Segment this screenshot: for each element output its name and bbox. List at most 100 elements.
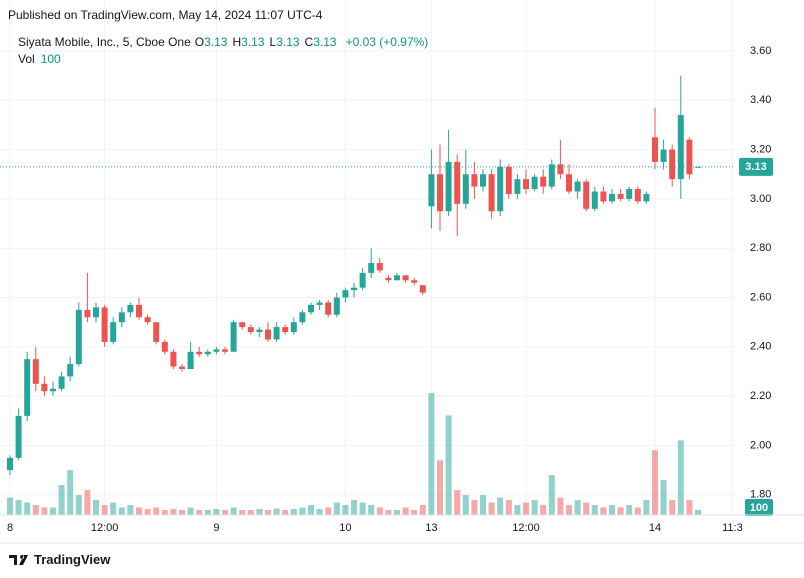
candle-body xyxy=(566,174,572,192)
candle-body xyxy=(686,139,693,175)
brand: TradingView xyxy=(34,552,111,567)
candle-body xyxy=(454,161,461,204)
candle-body xyxy=(196,351,203,355)
candle-body xyxy=(333,297,340,315)
volume-bar xyxy=(523,502,529,515)
candle-body xyxy=(600,191,607,202)
volume-bar xyxy=(153,507,160,515)
y-tick-label: 3.40 xyxy=(750,94,771,106)
candle-body xyxy=(402,275,409,281)
volume-bar xyxy=(333,502,340,515)
volume-bar xyxy=(161,510,168,515)
volume-bar xyxy=(471,500,478,515)
candle-body xyxy=(179,366,185,370)
volume-bar xyxy=(187,507,194,515)
volume-bar xyxy=(101,505,108,515)
volume-bar xyxy=(385,510,392,515)
volume-bar xyxy=(394,510,400,515)
volume-bar xyxy=(411,510,418,515)
candle-body xyxy=(574,181,581,192)
candle-body xyxy=(110,322,117,342)
candle-body xyxy=(213,349,220,352)
candle-body xyxy=(591,191,598,209)
volume-bar xyxy=(695,510,701,515)
candle-body xyxy=(514,179,521,194)
volume-bar xyxy=(75,495,82,515)
volume-bar xyxy=(256,509,263,515)
volume-bar xyxy=(67,470,74,515)
candle-body xyxy=(342,290,349,298)
candle-body xyxy=(376,263,383,271)
ohlc-letter: O xyxy=(194,35,205,49)
candle-body xyxy=(204,351,211,355)
volume-bar xyxy=(299,507,306,515)
volume-bar xyxy=(84,490,91,515)
y-tick-label: 2.20 xyxy=(750,390,771,402)
volume-bar xyxy=(7,497,13,515)
x-tick-label: 12:00 xyxy=(512,522,540,534)
candle-body xyxy=(93,307,99,318)
volume-bar xyxy=(213,509,220,515)
candle-body xyxy=(325,302,332,315)
candle-body xyxy=(471,174,478,187)
volume-bar xyxy=(609,505,615,515)
publish-note: Published on TradingView.com, May 14, 20… xyxy=(8,8,323,22)
candle-body xyxy=(583,181,590,209)
candle-body xyxy=(634,189,641,202)
volume-bar xyxy=(24,502,31,515)
volume-bar xyxy=(196,510,203,515)
candle-body xyxy=(548,164,555,187)
volume-bar xyxy=(557,497,564,515)
volume-bar xyxy=(136,507,142,515)
candle-body xyxy=(351,287,357,291)
volume-bar xyxy=(548,475,555,515)
volume-bar xyxy=(93,500,99,515)
candle-body xyxy=(308,304,314,313)
volume-bar xyxy=(325,507,332,515)
candle-body xyxy=(153,322,160,342)
volume-bar xyxy=(626,505,633,515)
x-tick-label: 12:00 xyxy=(91,522,119,534)
candle-body xyxy=(15,415,22,458)
candle-body xyxy=(161,341,168,352)
y-tick-label: 3.60 xyxy=(750,45,771,57)
volume-bar xyxy=(677,440,684,515)
y-tick-label: 2.40 xyxy=(750,341,771,353)
candle-body xyxy=(523,179,529,190)
candle-body xyxy=(462,174,469,204)
x-tick-label: 9 xyxy=(213,522,219,534)
logo xyxy=(9,555,28,565)
candle-body xyxy=(385,277,392,281)
candle-body xyxy=(118,312,125,323)
ohlc-value: 3.13 xyxy=(313,35,337,49)
candle-body xyxy=(32,359,39,384)
candle-body xyxy=(41,383,48,392)
candle-body xyxy=(316,302,323,305)
x-tick-label: 8 xyxy=(7,522,13,534)
volume-value: 100 xyxy=(40,52,61,66)
volume-bar xyxy=(480,495,486,515)
x-tick-label: 11:3 xyxy=(722,522,743,534)
candle-body xyxy=(50,388,56,392)
candle-body xyxy=(643,193,650,202)
volume-bar xyxy=(15,500,22,515)
candle-body xyxy=(58,376,65,389)
volume-tag xyxy=(745,499,773,516)
candle-body xyxy=(7,457,13,471)
volume-bar xyxy=(118,507,125,515)
volume-bar xyxy=(540,505,547,515)
ohlc-value: 3.13 xyxy=(241,35,265,49)
volume-title: Vol xyxy=(18,52,35,66)
volume-bar xyxy=(445,415,452,515)
volume-bar xyxy=(179,510,185,515)
candle-body xyxy=(480,174,486,187)
candle-body xyxy=(187,351,194,370)
candle-body xyxy=(101,307,108,342)
volume-bar xyxy=(342,505,349,515)
candle-body xyxy=(299,312,306,323)
volume-bar xyxy=(428,393,435,515)
candle-body xyxy=(136,304,142,318)
volume-bar xyxy=(454,490,461,515)
y-tick-label: 3.20 xyxy=(750,143,771,155)
volume-bar xyxy=(41,507,48,515)
